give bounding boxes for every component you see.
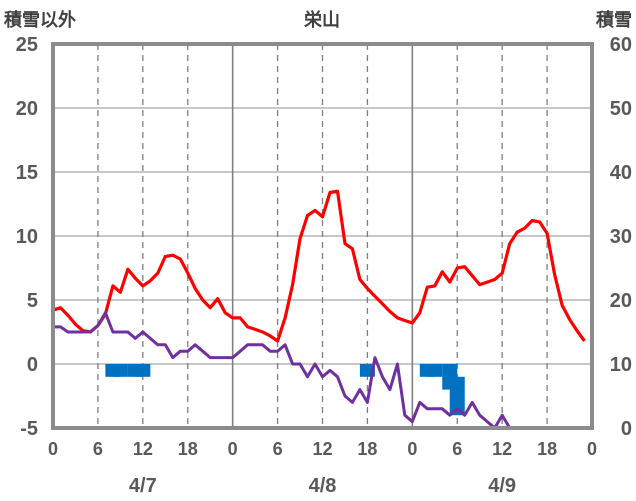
x-tick-label: 18 — [357, 439, 377, 459]
y-right-tick-label: 30 — [610, 226, 632, 248]
x-tick-label: 18 — [537, 439, 557, 459]
series-line-1 — [52, 189, 586, 343]
x-tick-label: 0 — [587, 439, 597, 459]
y-left-tick-label: 10 — [16, 226, 38, 248]
precip-bar — [427, 364, 443, 377]
line-series — [52, 189, 586, 430]
x-tick-label: 6 — [452, 439, 462, 459]
precip-bar — [135, 364, 151, 377]
series-line-2 — [53, 311, 585, 430]
y-right-tick-label: 0 — [621, 418, 632, 440]
y-left-tick-label: 5 — [27, 290, 38, 312]
y-right-tick-label: 40 — [610, 162, 632, 184]
y-left-tick-label: -5 — [20, 418, 38, 440]
x-tick-label: 6 — [93, 439, 103, 459]
y-right-tick-label: 10 — [610, 354, 632, 376]
x-tick-label: 18 — [178, 439, 198, 459]
y-left-tick-label: 0 — [27, 354, 38, 376]
x-tick-label: 12 — [492, 439, 512, 459]
date-label: 4/9 — [488, 475, 516, 497]
y-left-axis-label: 積雪以外 — [3, 9, 76, 31]
y-left-tick-label: 15 — [16, 162, 38, 184]
y-right-tick-label: 50 — [610, 98, 632, 120]
date-label: 4/7 — [129, 475, 157, 497]
precip-bar — [112, 364, 128, 377]
y-right-tick-label: 20 — [610, 290, 632, 312]
date-label: 4/8 — [309, 475, 337, 497]
y-left-tick-label: 25 — [16, 34, 38, 56]
y-right-axis-label: 積雪 — [595, 9, 632, 31]
x-tick-label: 12 — [133, 439, 153, 459]
x-tick-label: 0 — [228, 439, 238, 459]
x-tick-label: 12 — [312, 439, 332, 459]
precip-bar — [449, 376, 465, 416]
y-right-tick-label: 60 — [610, 34, 632, 56]
plot-border — [51, 42, 594, 430]
bar-series — [105, 364, 465, 416]
x-tick-label: 0 — [407, 439, 417, 459]
x-tick-label: 0 — [48, 439, 58, 459]
y-left-tick-label: 20 — [16, 98, 38, 120]
chart-title: 栄山 — [303, 9, 340, 31]
x-tick-label: 6 — [273, 439, 283, 459]
